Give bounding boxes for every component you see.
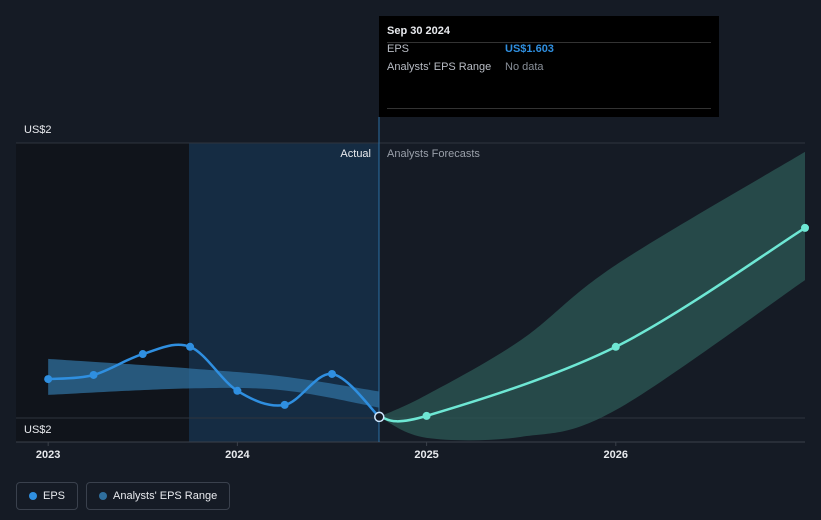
legend-range[interactable]: Analysts' EPS Range [86,482,231,510]
tooltip-value: No data [505,61,544,73]
forecast-line-point [801,223,809,232]
x-tick-label: 2023 [36,449,60,461]
tooltip-label: Analysts' EPS Range [387,61,492,73]
y-tick-label: US$2 [24,424,52,436]
x-tick-label: 2025 [414,449,438,461]
forecast-label: Analysts Forecasts [387,148,480,160]
legend-label: Analysts' EPS Range [113,490,218,502]
tooltip: Sep 30 2024 EPS US$1.603 Analysts' EPS R… [379,16,719,117]
eps-line-point [138,350,147,359]
tooltip-rule [387,108,711,109]
y-tick-label: US$2 [24,124,52,136]
x-tick-label: 2024 [225,449,250,461]
legend-label: EPS [43,490,66,502]
current-point [374,411,385,423]
forecast-line-point [422,411,431,420]
tooltip-value: US$1.603 [505,43,554,55]
eps-line-point [186,342,195,351]
tooltip-label: EPS [387,43,410,55]
eps-range [48,358,380,408]
legend-eps[interactable]: EPS [16,482,79,510]
forecast-range [379,151,805,441]
eps-line-point [89,370,98,379]
eps-line-point [280,400,289,409]
eps-line-point [44,375,53,384]
past-shade [16,143,189,442]
tooltip-date: Sep 30 2024 [387,25,450,37]
forecast-line [379,226,806,423]
chart: Actual Analysts Forecasts US$2 US$2 2023 20… [16,117,809,461]
tooltip-rule [387,42,711,43]
legend: EPS Analysts' EPS Range [16,482,231,510]
eps-line-point [233,386,242,395]
x-tick-label: 2026 [604,449,628,461]
forecast-line-point [611,342,620,351]
actual-label: Actual [340,148,371,160]
eps-line-point [327,369,336,378]
